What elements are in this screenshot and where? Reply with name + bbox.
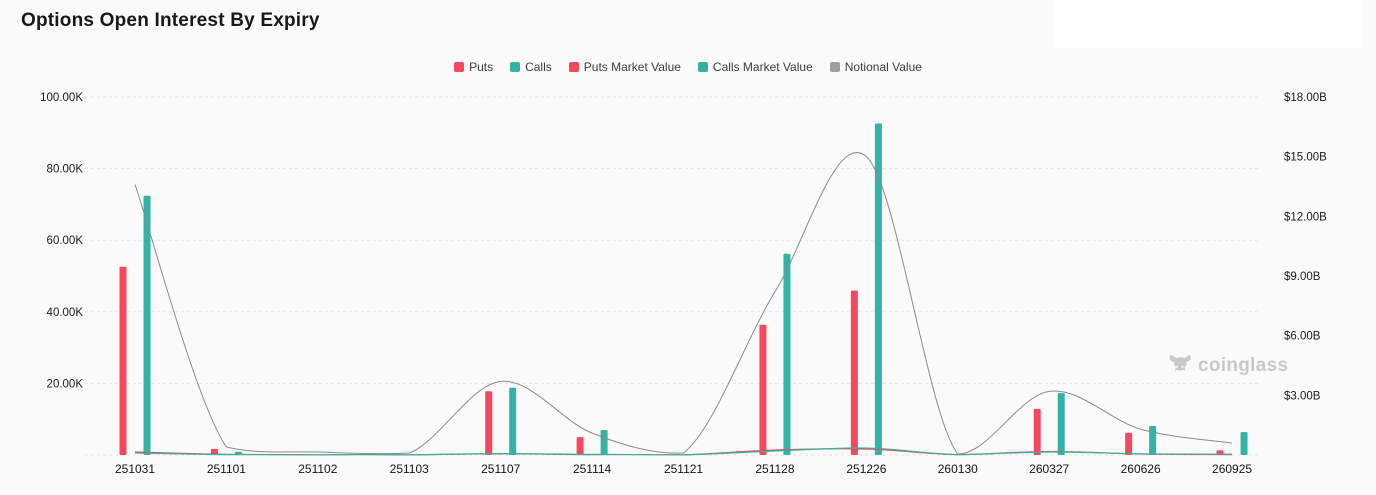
bar-calls-260925[interactable] [1240, 432, 1248, 455]
right-axis-tick-18b: $18.00B [1284, 92, 1327, 104]
puts-swatch-icon [454, 62, 465, 72]
legend-item-calls[interactable]: Calls [510, 60, 552, 74]
bar-calls-260327[interactable] [1057, 393, 1065, 455]
bar-calls-251031[interactable] [143, 195, 151, 456]
calls-swatch-icon [510, 62, 521, 72]
chart-legend: Puts Calls Puts Market Value Calls Market V… [0, 60, 1376, 74]
gridlines [85, 96, 1258, 456]
right-axis-tick-3b: $3.00B [1284, 390, 1321, 402]
right-axis-tick-6b: $6.00B [1284, 331, 1321, 343]
left-axis-tick-20k: 20.00K [47, 378, 84, 390]
coinglass-watermark-text: coinglass [1198, 354, 1289, 376]
x-axis-label-251107: 251107 [481, 462, 520, 476]
legend-label-notional-value: Notional Value [844, 60, 922, 74]
bar-puts-260626[interactable] [1125, 432, 1133, 455]
left-axis-tick-40k: 40.00K [47, 307, 84, 319]
x-axis-label-251102: 251102 [298, 462, 337, 476]
left-axis-tick-60k: 60.00K [47, 235, 84, 247]
puts-market-value-swatch-icon [568, 62, 579, 72]
coinglass-watermark: coinglass [1167, 353, 1288, 378]
line-calls-market-value[interactable] [134, 447, 1233, 456]
legend-label-calls: Calls [525, 60, 552, 74]
right-axis-tick-12b: $12.00B [1284, 211, 1327, 223]
bars-puts [119, 266, 1224, 455]
axis-labels: 100.00K 80.00K 60.00K 40.00K 20.00K $18.00B $1… [40, 92, 1327, 476]
left-axis-tick-100k: 100.00K [40, 92, 83, 104]
bar-calls-260626[interactable] [1149, 426, 1157, 455]
bar-puts-251031[interactable] [119, 266, 127, 455]
legend-item-calls-market-value[interactable]: Calls Market Value [697, 60, 813, 74]
bar-calls-251107[interactable] [509, 387, 517, 455]
x-axis-label-251103: 251103 [390, 462, 429, 476]
calls-market-value-swatch-icon [697, 62, 708, 72]
legend-item-puts-market-value[interactable]: Puts Market Value [568, 60, 681, 74]
x-axis-label-251128: 251128 [755, 462, 794, 476]
bar-calls-251226[interactable] [874, 123, 882, 455]
bar-puts-251107[interactable] [485, 391, 493, 455]
header-blank-panel [1053, 0, 1363, 48]
x-axis-label-251121: 251121 [664, 462, 703, 476]
x-axis-label-260327: 260327 [1029, 462, 1069, 476]
bar-puts-251101[interactable] [210, 448, 218, 455]
x-axis-label-251226: 251226 [846, 462, 886, 476]
bar-calls-251128[interactable] [783, 253, 791, 455]
notional-value-swatch-icon [829, 62, 840, 72]
bar-puts-251114[interactable] [576, 437, 584, 455]
left-axis-tick-80k: 80.00K [47, 164, 84, 176]
legend-item-puts[interactable]: Puts [454, 60, 493, 74]
right-axis-tick-15b: $15.00B [1284, 152, 1327, 164]
x-axis-label-260925: 260925 [1212, 462, 1252, 476]
x-axis-label-260130: 260130 [938, 462, 978, 476]
x-axis-label-251101: 251101 [207, 462, 246, 476]
right-axis-tick-9b: $9.00B [1284, 271, 1321, 283]
page-title: Options Open Interest By Expiry [21, 10, 320, 31]
bar-calls-251114[interactable] [600, 429, 608, 455]
bar-puts-260327[interactable] [1033, 408, 1041, 455]
line-notional-value[interactable] [134, 152, 1233, 455]
x-axis-label-251031: 251031 [115, 462, 155, 476]
coinglass-bull-icon [1169, 355, 1191, 372]
x-axis-label-260626: 260626 [1121, 462, 1161, 476]
bars-calls [143, 123, 1248, 456]
x-axis-label-251114: 251114 [573, 462, 612, 476]
legend-item-notional-value[interactable]: Notional Value [829, 60, 922, 74]
bar-puts-251226[interactable] [850, 290, 858, 455]
bar-puts-251128[interactable] [759, 324, 767, 455]
legend-label-puts: Puts [469, 60, 494, 74]
legend-label-puts-market-value: Puts Market Value [583, 60, 681, 74]
legend-label-calls-market-value: Calls Market Value [712, 60, 813, 74]
